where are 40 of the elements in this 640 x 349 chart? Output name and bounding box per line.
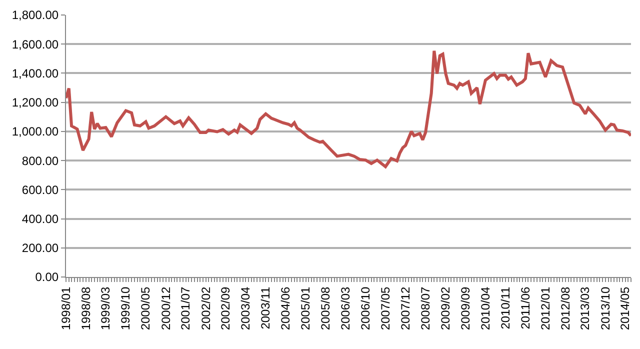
y-tick-label: 1,000.00 bbox=[12, 124, 59, 139]
y-tick-label: 1,600.00 bbox=[12, 37, 59, 52]
x-tick-label: 2000/12 bbox=[158, 286, 173, 330]
x-tick-label: 1998/01 bbox=[58, 286, 73, 330]
x-tick-label: 2008/07 bbox=[418, 286, 432, 330]
x-tick-label: 2009/09 bbox=[458, 286, 472, 330]
x-tick-label: 2004/06 bbox=[278, 286, 293, 330]
x-tick-label: 2003/04 bbox=[238, 286, 253, 330]
x-tick-label: 2014/05 bbox=[618, 286, 632, 330]
x-tick-label: 2012/01 bbox=[538, 286, 552, 330]
y-tick-label: 400.00 bbox=[22, 212, 59, 226]
y-tick-label: 1,200.00 bbox=[12, 96, 59, 110]
line-series bbox=[66, 49, 631, 168]
x-tick-label: 2010/04 bbox=[478, 286, 492, 330]
y-tick-label: 1,400.00 bbox=[12, 66, 59, 80]
x-tick-label: 2007/12 bbox=[398, 286, 412, 330]
x-tick-label: 2000/05 bbox=[138, 286, 153, 330]
x-tick-label: 2012/08 bbox=[558, 286, 572, 330]
x-tick-label: 2007/05 bbox=[378, 286, 392, 330]
y-tick-label: 1,800.00 bbox=[12, 8, 59, 22]
y-tick-label: 800.00 bbox=[22, 154, 59, 168]
x-tick-label: 2009/02 bbox=[438, 286, 453, 330]
x-tick-label: 2013/10 bbox=[598, 286, 612, 330]
x-tick-label: 2005/08 bbox=[318, 286, 333, 330]
x-tick-label: 1998/08 bbox=[78, 286, 93, 330]
x-tick-label: 2013/03 bbox=[578, 286, 592, 330]
x-tick-label: 2010/11 bbox=[498, 286, 512, 330]
x-tick-label: 1999/10 bbox=[118, 286, 133, 330]
x-tick-label: 2002/09 bbox=[218, 286, 233, 330]
x-tick-label: 1999/03 bbox=[98, 286, 113, 330]
x-tick-label: 2003/11 bbox=[258, 286, 273, 330]
x-tick-label: 2011/06 bbox=[518, 286, 532, 330]
y-tick-label: 600.00 bbox=[22, 182, 59, 197]
x-tick-label: 2005/01 bbox=[298, 286, 313, 330]
y-tick-label: 200.00 bbox=[22, 241, 59, 256]
x-tick-label: 2006/03 bbox=[338, 286, 352, 330]
x-tick-label: 2006/10 bbox=[358, 286, 373, 330]
y-tick-label: 0.00 bbox=[35, 270, 59, 284]
x-tick-label: 2001/07 bbox=[178, 286, 193, 330]
x-tick-label: 2002/02 bbox=[198, 286, 213, 330]
